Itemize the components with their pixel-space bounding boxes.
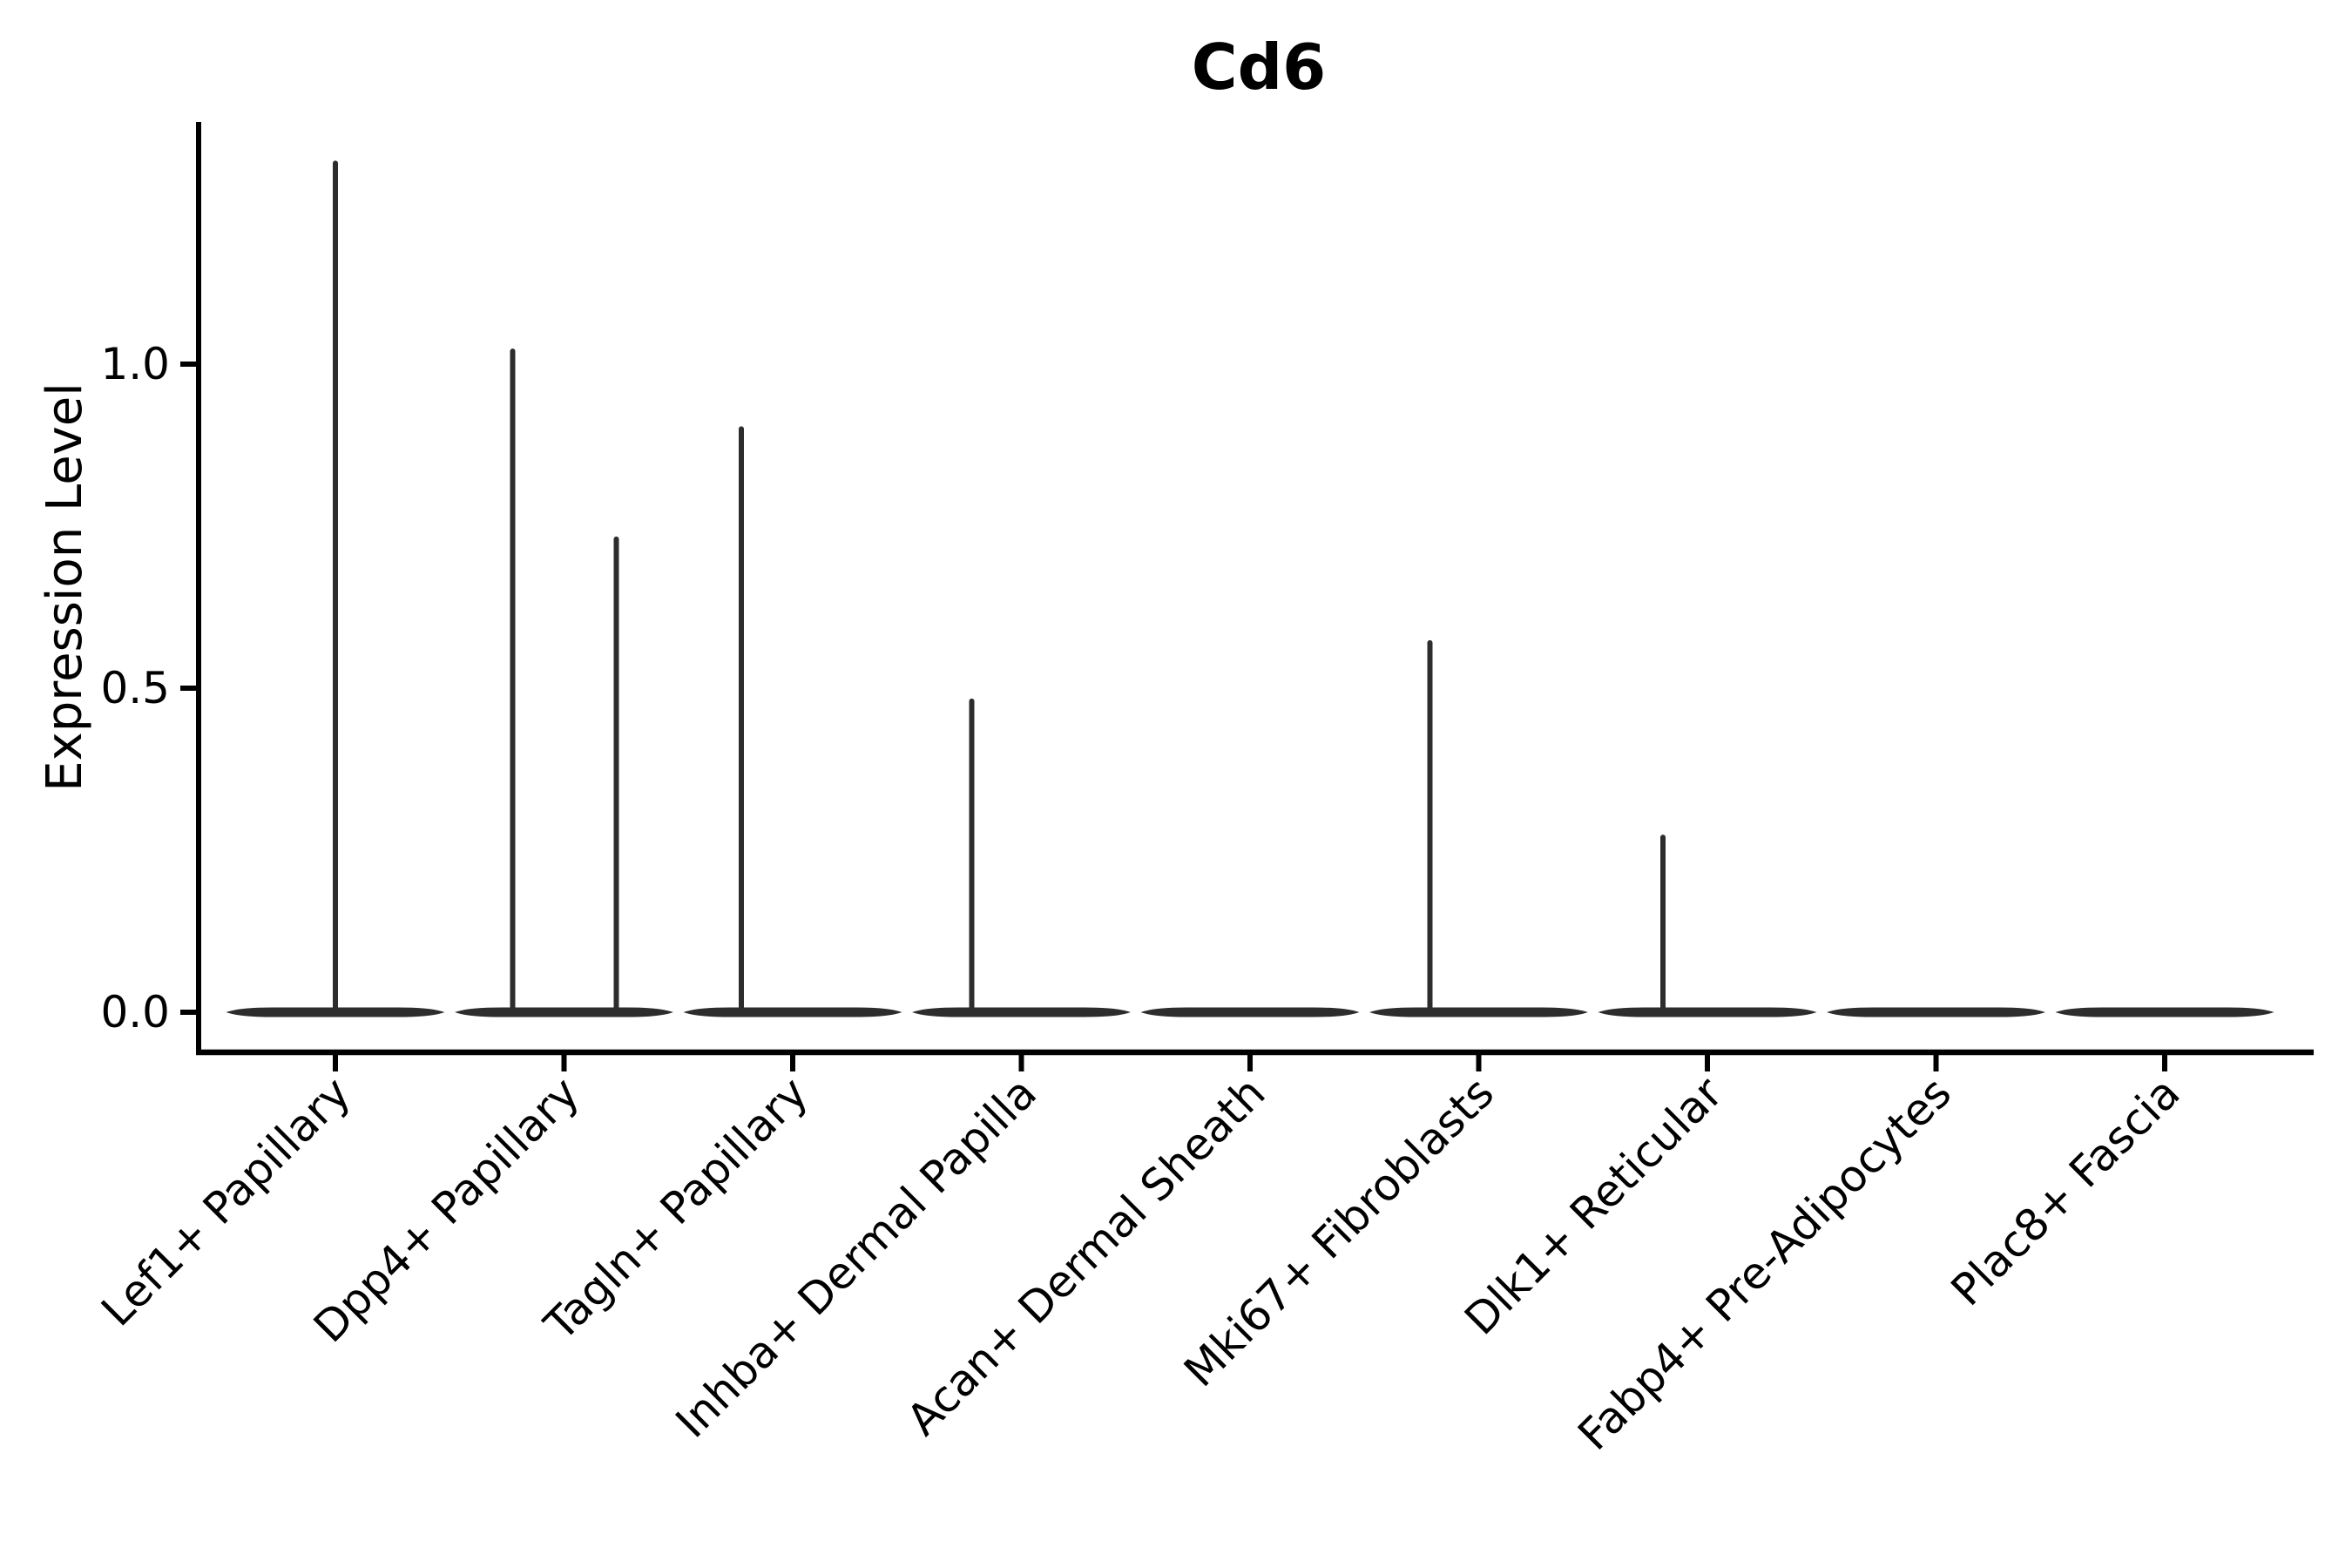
violin-base — [683, 1007, 902, 1017]
violin-base — [1598, 1007, 1817, 1017]
x-category-label: Plac8+ Fascia — [1942, 1067, 2190, 1315]
x-category-label: Inhba+ Dermal Papilla — [666, 1067, 1046, 1447]
y-tick-label: 0.5 — [100, 663, 170, 713]
x-category-label: Fabp4+ Pre-Adipocytes — [1568, 1067, 1961, 1460]
violin-base — [2055, 1007, 2274, 1017]
violin-base — [1140, 1007, 1360, 1017]
x-category-label: Lef1+ Papillary — [91, 1067, 360, 1335]
violin-base — [226, 1007, 445, 1017]
violins — [226, 160, 2274, 1017]
y-tick-label: 1.0 — [100, 339, 170, 389]
violin-base — [1369, 1007, 1588, 1017]
plot-title: Cd6 — [1192, 30, 1326, 104]
y-axis: 0.0 0.5 1.0 — [100, 339, 199, 1037]
violin-base — [455, 1007, 673, 1017]
y-tick-label: 0.0 — [100, 987, 170, 1037]
violin-base — [912, 1007, 1131, 1017]
violin-base — [1827, 1007, 2045, 1017]
y-axis-label: Expression Level — [37, 382, 93, 792]
